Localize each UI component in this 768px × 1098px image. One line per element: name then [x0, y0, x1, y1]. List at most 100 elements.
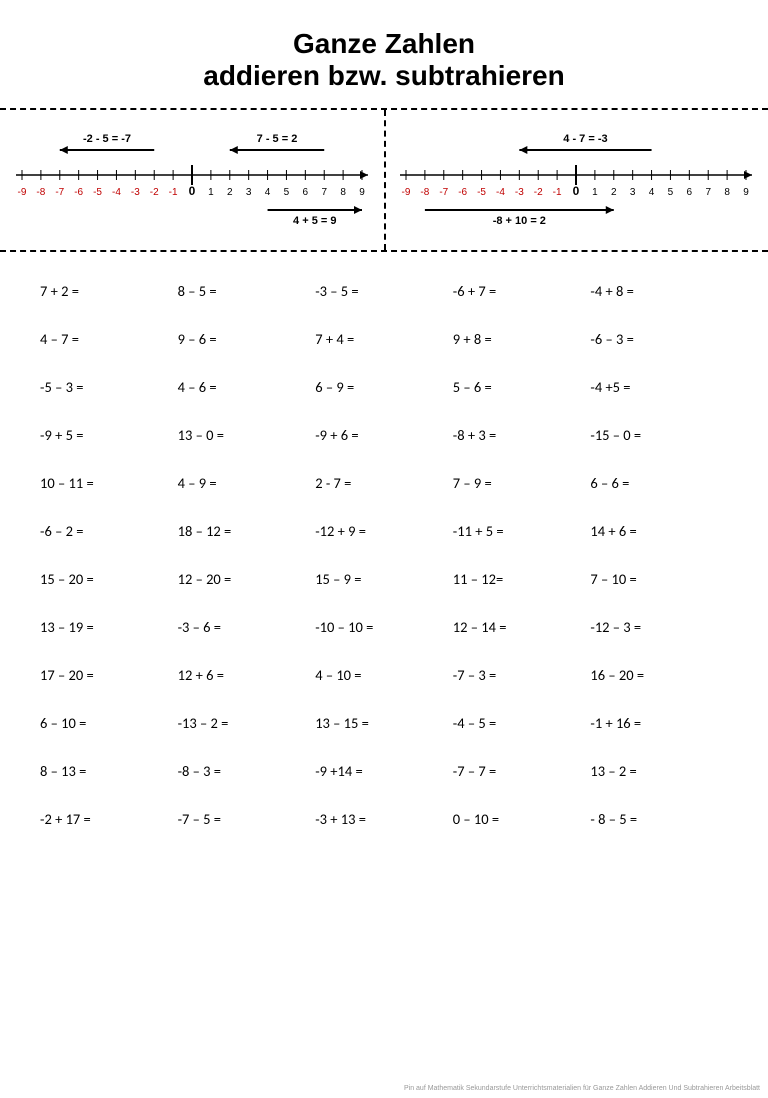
problem-cell: 12 – 20 = [178, 570, 316, 588]
problem-cell: 9 – 6 = [178, 330, 316, 348]
title-line-2: addieren bzw. subtrahieren [0, 60, 768, 92]
problem-cell: -10 – 10 = [315, 618, 453, 636]
svg-text:3: 3 [630, 187, 636, 198]
problem-cell: 4 – 10 = [315, 666, 453, 684]
problem-cell: -9 + 6 = [315, 426, 453, 444]
svg-text:7: 7 [705, 187, 711, 198]
problem-cell: 15 – 9 = [315, 570, 453, 588]
problem-cell: -7 – 3 = [453, 666, 591, 684]
problem-cell: 15 – 20 = [40, 570, 178, 588]
svg-text:8: 8 [340, 187, 346, 198]
problem-row: -2 + 17 =-7 – 5 =-3 + 13 =0 – 10 =- 8 – … [40, 810, 728, 828]
problem-cell: 10 – 11 = [40, 474, 178, 492]
image-caption: Pin auf Mathematik Sekundarstufe Unterri… [404, 1085, 760, 1092]
svg-text:3: 3 [246, 187, 252, 198]
problem-cell: 6 – 10 = [40, 714, 178, 732]
number-line-diagrams: -9-8-7-6-5-4-3-2-10123456789-2 - 5 = -77… [0, 110, 768, 250]
svg-text:0: 0 [573, 184, 580, 198]
title-block: Ganze Zahlen addieren bzw. subtrahieren [0, 28, 768, 92]
svg-text:1: 1 [208, 187, 214, 198]
problem-cell: -4 + 8 = [590, 282, 728, 300]
problem-cell: -9 +14 = [315, 762, 453, 780]
problem-cell: -6 + 7 = [453, 282, 591, 300]
problem-cell: 18 – 12 = [178, 522, 316, 540]
svg-text:4 - 7 = -3: 4 - 7 = -3 [563, 133, 607, 145]
problem-cell: 6 – 6 = [590, 474, 728, 492]
svg-text:1: 1 [592, 187, 598, 198]
svg-text:-9: -9 [402, 187, 411, 198]
svg-text:5: 5 [668, 187, 674, 198]
problem-cell: 4 – 6 = [178, 378, 316, 396]
problem-cell: 12 – 14 = [453, 618, 591, 636]
problem-cell: 12 + 6 = [178, 666, 316, 684]
problem-cell: -12 + 9 = [315, 522, 453, 540]
svg-text:4: 4 [265, 187, 271, 198]
problem-row: 4 – 7 =9 – 6 =7 + 4 =9 + 8 =-6 – 3 = [40, 330, 728, 348]
problem-cell: -3 + 13 = [315, 810, 453, 828]
problem-row: -9 + 5 =13 – 0 =-9 + 6 =-8 + 3 =-15 – 0 … [40, 426, 728, 444]
problem-cell: -3 – 6 = [178, 618, 316, 636]
svg-text:6: 6 [687, 187, 693, 198]
problem-cell: -5 – 3 = [40, 378, 178, 396]
number-line-left: -9-8-7-6-5-4-3-2-10123456789-2 - 5 = -77… [0, 110, 384, 250]
svg-text:0: 0 [189, 184, 196, 198]
title-line-1: Ganze Zahlen [0, 28, 768, 60]
svg-text:-2: -2 [534, 187, 543, 198]
svg-text:9: 9 [743, 187, 749, 198]
svg-text:-2 - 5 = -7: -2 - 5 = -7 [83, 133, 131, 145]
problem-row: 6 – 10 =-13 – 2 =13 – 15 =-4 – 5 =-1 + 1… [40, 714, 728, 732]
problem-cell: -11 + 5 = [453, 522, 591, 540]
problem-cell: -12 – 3 = [590, 618, 728, 636]
svg-text:-3: -3 [515, 187, 524, 198]
svg-text:7: 7 [321, 187, 327, 198]
svg-text:-2: -2 [150, 187, 159, 198]
svg-text:-7: -7 [55, 187, 64, 198]
problem-cell: 8 – 13 = [40, 762, 178, 780]
problem-cell: 0 – 10 = [453, 810, 591, 828]
problem-cell: -15 – 0 = [590, 426, 728, 444]
problem-cell: 5 – 6 = [453, 378, 591, 396]
svg-text:-6: -6 [74, 187, 83, 198]
svg-text:8: 8 [724, 187, 730, 198]
problem-row: 8 – 13 =-8 – 3 =-9 +14 =-7 – 7 =13 – 2 = [40, 762, 728, 780]
problem-cell: -4 +5 = [590, 378, 728, 396]
svg-text:2: 2 [611, 187, 617, 198]
svg-text:-6: -6 [458, 187, 467, 198]
svg-text:-3: -3 [131, 187, 140, 198]
svg-text:-5: -5 [477, 187, 486, 198]
problem-cell: -8 – 3 = [178, 762, 316, 780]
problem-cell: 7 + 2 = [40, 282, 178, 300]
problem-cell: 14 + 6 = [590, 522, 728, 540]
problem-cell: -6 – 2 = [40, 522, 178, 540]
problem-row: 7 + 2 =8 – 5 =-3 – 5 =-6 + 7 =-4 + 8 = [40, 282, 728, 300]
number-line-right: -9-8-7-6-5-4-3-2-101234567894 - 7 = -3-8… [384, 110, 768, 250]
problem-cell: 2 - 7 = [315, 474, 453, 492]
problem-row: -5 – 3 =4 – 6 =6 – 9 =5 – 6 =-4 +5 = [40, 378, 728, 396]
diagram-left: -9-8-7-6-5-4-3-2-10123456789-2 - 5 = -77… [0, 110, 384, 250]
svg-text:2: 2 [227, 187, 233, 198]
problem-row: 13 – 19 =-3 – 6 =-10 – 10 =12 – 14 =-12 … [40, 618, 728, 636]
problem-cell: -7 – 5 = [178, 810, 316, 828]
svg-text:-9: -9 [18, 187, 27, 198]
problem-cell: 8 – 5 = [178, 282, 316, 300]
svg-text:5: 5 [284, 187, 290, 198]
problem-row: 15 – 20 =12 – 20 =15 – 9 =11 – 12=7 – 10… [40, 570, 728, 588]
problem-cell: 7 – 10 = [590, 570, 728, 588]
svg-text:-8: -8 [420, 187, 429, 198]
problem-cell: 17 – 20 = [40, 666, 178, 684]
problem-cell: -2 + 17 = [40, 810, 178, 828]
svg-text:-4: -4 [112, 187, 121, 198]
svg-text:-5: -5 [93, 187, 102, 198]
problem-cell: 16 – 20 = [590, 666, 728, 684]
svg-text:4: 4 [649, 187, 655, 198]
problem-row: 17 – 20 =12 + 6 =4 – 10 =-7 – 3 =16 – 20… [40, 666, 728, 684]
problem-cell: 13 – 2 = [590, 762, 728, 780]
problem-cell: -6 – 3 = [590, 330, 728, 348]
svg-text:7 - 5 = 2: 7 - 5 = 2 [257, 133, 298, 145]
problem-row: -6 – 2 =18 – 12 =-12 + 9 =-11 + 5 =14 + … [40, 522, 728, 540]
problem-cell: 7 – 9 = [453, 474, 591, 492]
problem-cell: 9 + 8 = [453, 330, 591, 348]
problem-cell: -13 – 2 = [178, 714, 316, 732]
problem-cell: 13 – 15 = [315, 714, 453, 732]
problem-cell: 13 – 19 = [40, 618, 178, 636]
